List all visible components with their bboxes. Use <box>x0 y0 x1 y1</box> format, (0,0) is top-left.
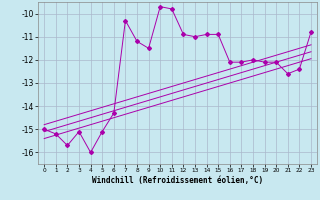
X-axis label: Windchill (Refroidissement éolien,°C): Windchill (Refroidissement éolien,°C) <box>92 176 263 185</box>
